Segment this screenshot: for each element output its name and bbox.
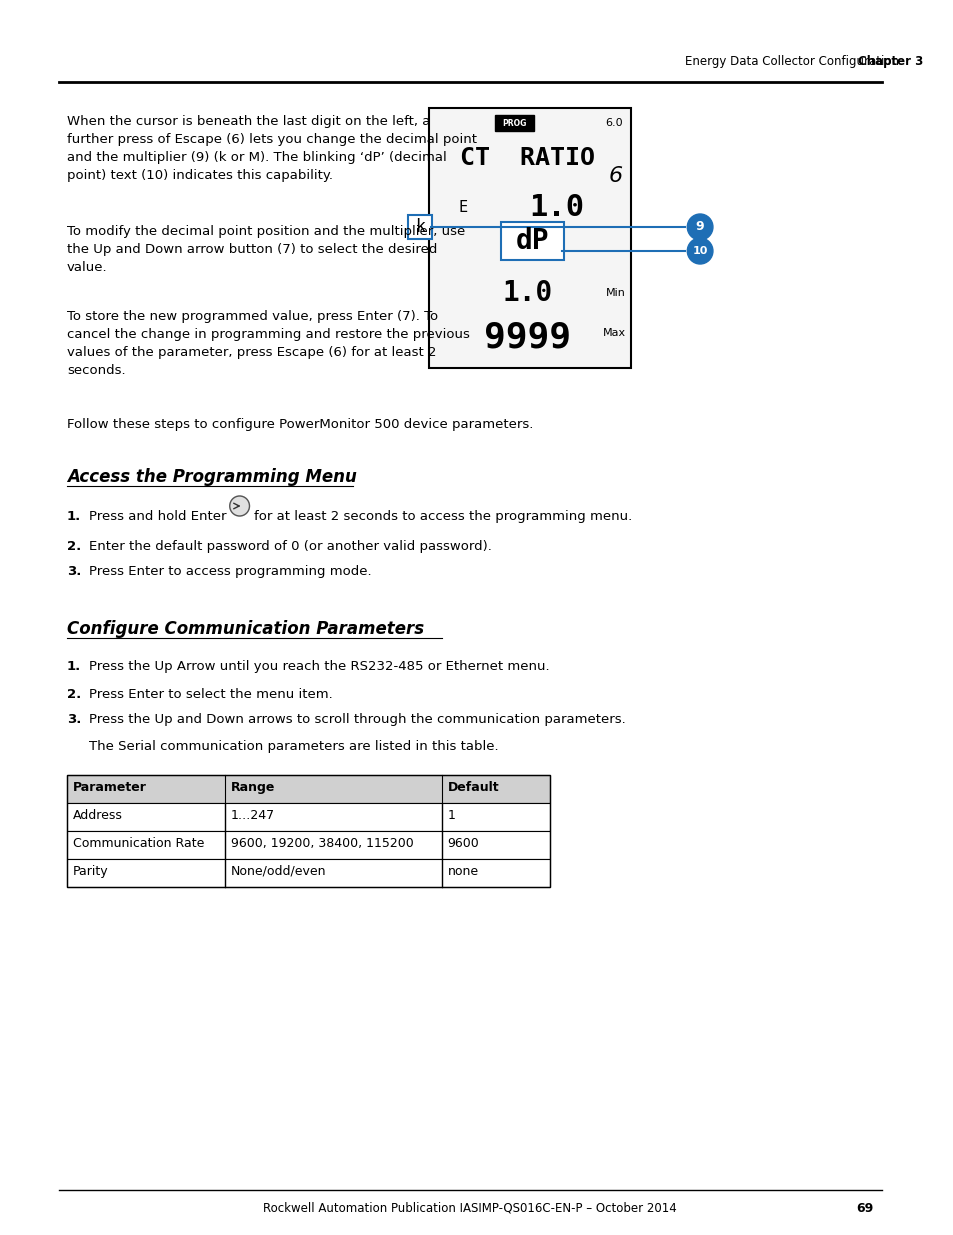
Bar	[67, 776, 550, 803]
Text: E: E	[458, 200, 467, 215]
Text: Parameter: Parameter	[72, 781, 147, 794]
FancyBboxPatch shape	[495, 115, 534, 131]
Text: Access the Programming Menu: Access the Programming Menu	[67, 468, 356, 487]
Text: Press and hold Enter: Press and hold Enter	[89, 510, 226, 522]
Text: Rockwell Automation Publication IASIMP-QS016C-EN-P – October 2014: Rockwell Automation Publication IASIMP-Q…	[263, 1202, 677, 1214]
Bar	[67, 831, 550, 860]
Text: Enter the default password of 0 (or another valid password).: Enter the default password of 0 (or anot…	[89, 540, 491, 553]
Text: To store the new programmed value, press Enter (7). To
cancel the change in prog: To store the new programmed value, press…	[67, 310, 470, 377]
Text: 9999: 9999	[483, 321, 571, 354]
Text: 1: 1	[447, 809, 456, 823]
Text: The Serial communication parameters are listed in this table.: The Serial communication parameters are …	[89, 740, 497, 753]
Text: Configure Communication Parameters: Configure Communication Parameters	[67, 620, 424, 638]
Text: for at least 2 seconds to access the programming menu.: for at least 2 seconds to access the pro…	[254, 510, 632, 522]
Circle shape	[686, 214, 712, 240]
Text: Chapter 3: Chapter 3	[857, 56, 923, 68]
Text: Range: Range	[231, 781, 274, 794]
FancyBboxPatch shape	[429, 107, 631, 368]
Text: 69: 69	[856, 1202, 873, 1214]
Text: 1.: 1.	[67, 510, 81, 522]
Text: 2.: 2.	[67, 688, 81, 701]
FancyBboxPatch shape	[500, 222, 563, 261]
Text: 1.0: 1.0	[529, 194, 584, 222]
Text: Min: Min	[606, 288, 625, 298]
Text: Parity: Parity	[72, 864, 109, 878]
Text: none: none	[447, 864, 478, 878]
Text: Press Enter to access programming mode.: Press Enter to access programming mode.	[89, 564, 371, 578]
Text: Energy Data Collector Configuration: Energy Data Collector Configuration	[684, 56, 899, 68]
Text: 9600: 9600	[447, 837, 479, 850]
Bar	[67, 776, 550, 887]
Text: Communication Rate: Communication Rate	[72, 837, 204, 850]
Text: Follow these steps to configure PowerMonitor 500 device parameters.: Follow these steps to configure PowerMon…	[67, 417, 533, 431]
Text: To modify the decimal point position and the multiplier, use
the Up and Down arr: To modify the decimal point position and…	[67, 225, 465, 274]
Text: When the cursor is beneath the last digit on the left, a
further press of Escape: When the cursor is beneath the last digi…	[67, 115, 476, 182]
Text: dP: dP	[516, 227, 549, 254]
Text: 3.: 3.	[67, 564, 81, 578]
Circle shape	[230, 496, 250, 516]
Text: Address: Address	[72, 809, 123, 823]
Text: 1.0: 1.0	[502, 279, 552, 308]
Text: 3.: 3.	[67, 713, 81, 726]
Text: 10: 10	[692, 246, 707, 256]
FancyBboxPatch shape	[408, 215, 432, 240]
Text: 1.: 1.	[67, 659, 81, 673]
Text: 6: 6	[608, 165, 622, 186]
Text: k: k	[415, 219, 425, 236]
Text: 9: 9	[695, 221, 703, 233]
Text: CT  RATIO: CT RATIO	[459, 146, 595, 170]
Bar	[67, 803, 550, 831]
Text: Press the Up and Down arrows to scroll through the communication parameters.: Press the Up and Down arrows to scroll t…	[89, 713, 625, 726]
Text: PROG: PROG	[502, 119, 526, 127]
Text: Max: Max	[602, 329, 625, 338]
Text: 2.: 2.	[67, 540, 81, 553]
Text: None/odd/even: None/odd/even	[231, 864, 326, 878]
Text: Default: Default	[447, 781, 498, 794]
Text: Press Enter to select the menu item.: Press Enter to select the menu item.	[89, 688, 333, 701]
Text: 9600, 19200, 38400, 115200: 9600, 19200, 38400, 115200	[231, 837, 413, 850]
Bar	[67, 860, 550, 887]
Text: Press the Up Arrow until you reach the RS232-485 or Ethernet menu.: Press the Up Arrow until you reach the R…	[89, 659, 549, 673]
Text: 1…247: 1…247	[231, 809, 274, 823]
Circle shape	[686, 238, 712, 264]
Text: 6.0: 6.0	[605, 119, 622, 128]
